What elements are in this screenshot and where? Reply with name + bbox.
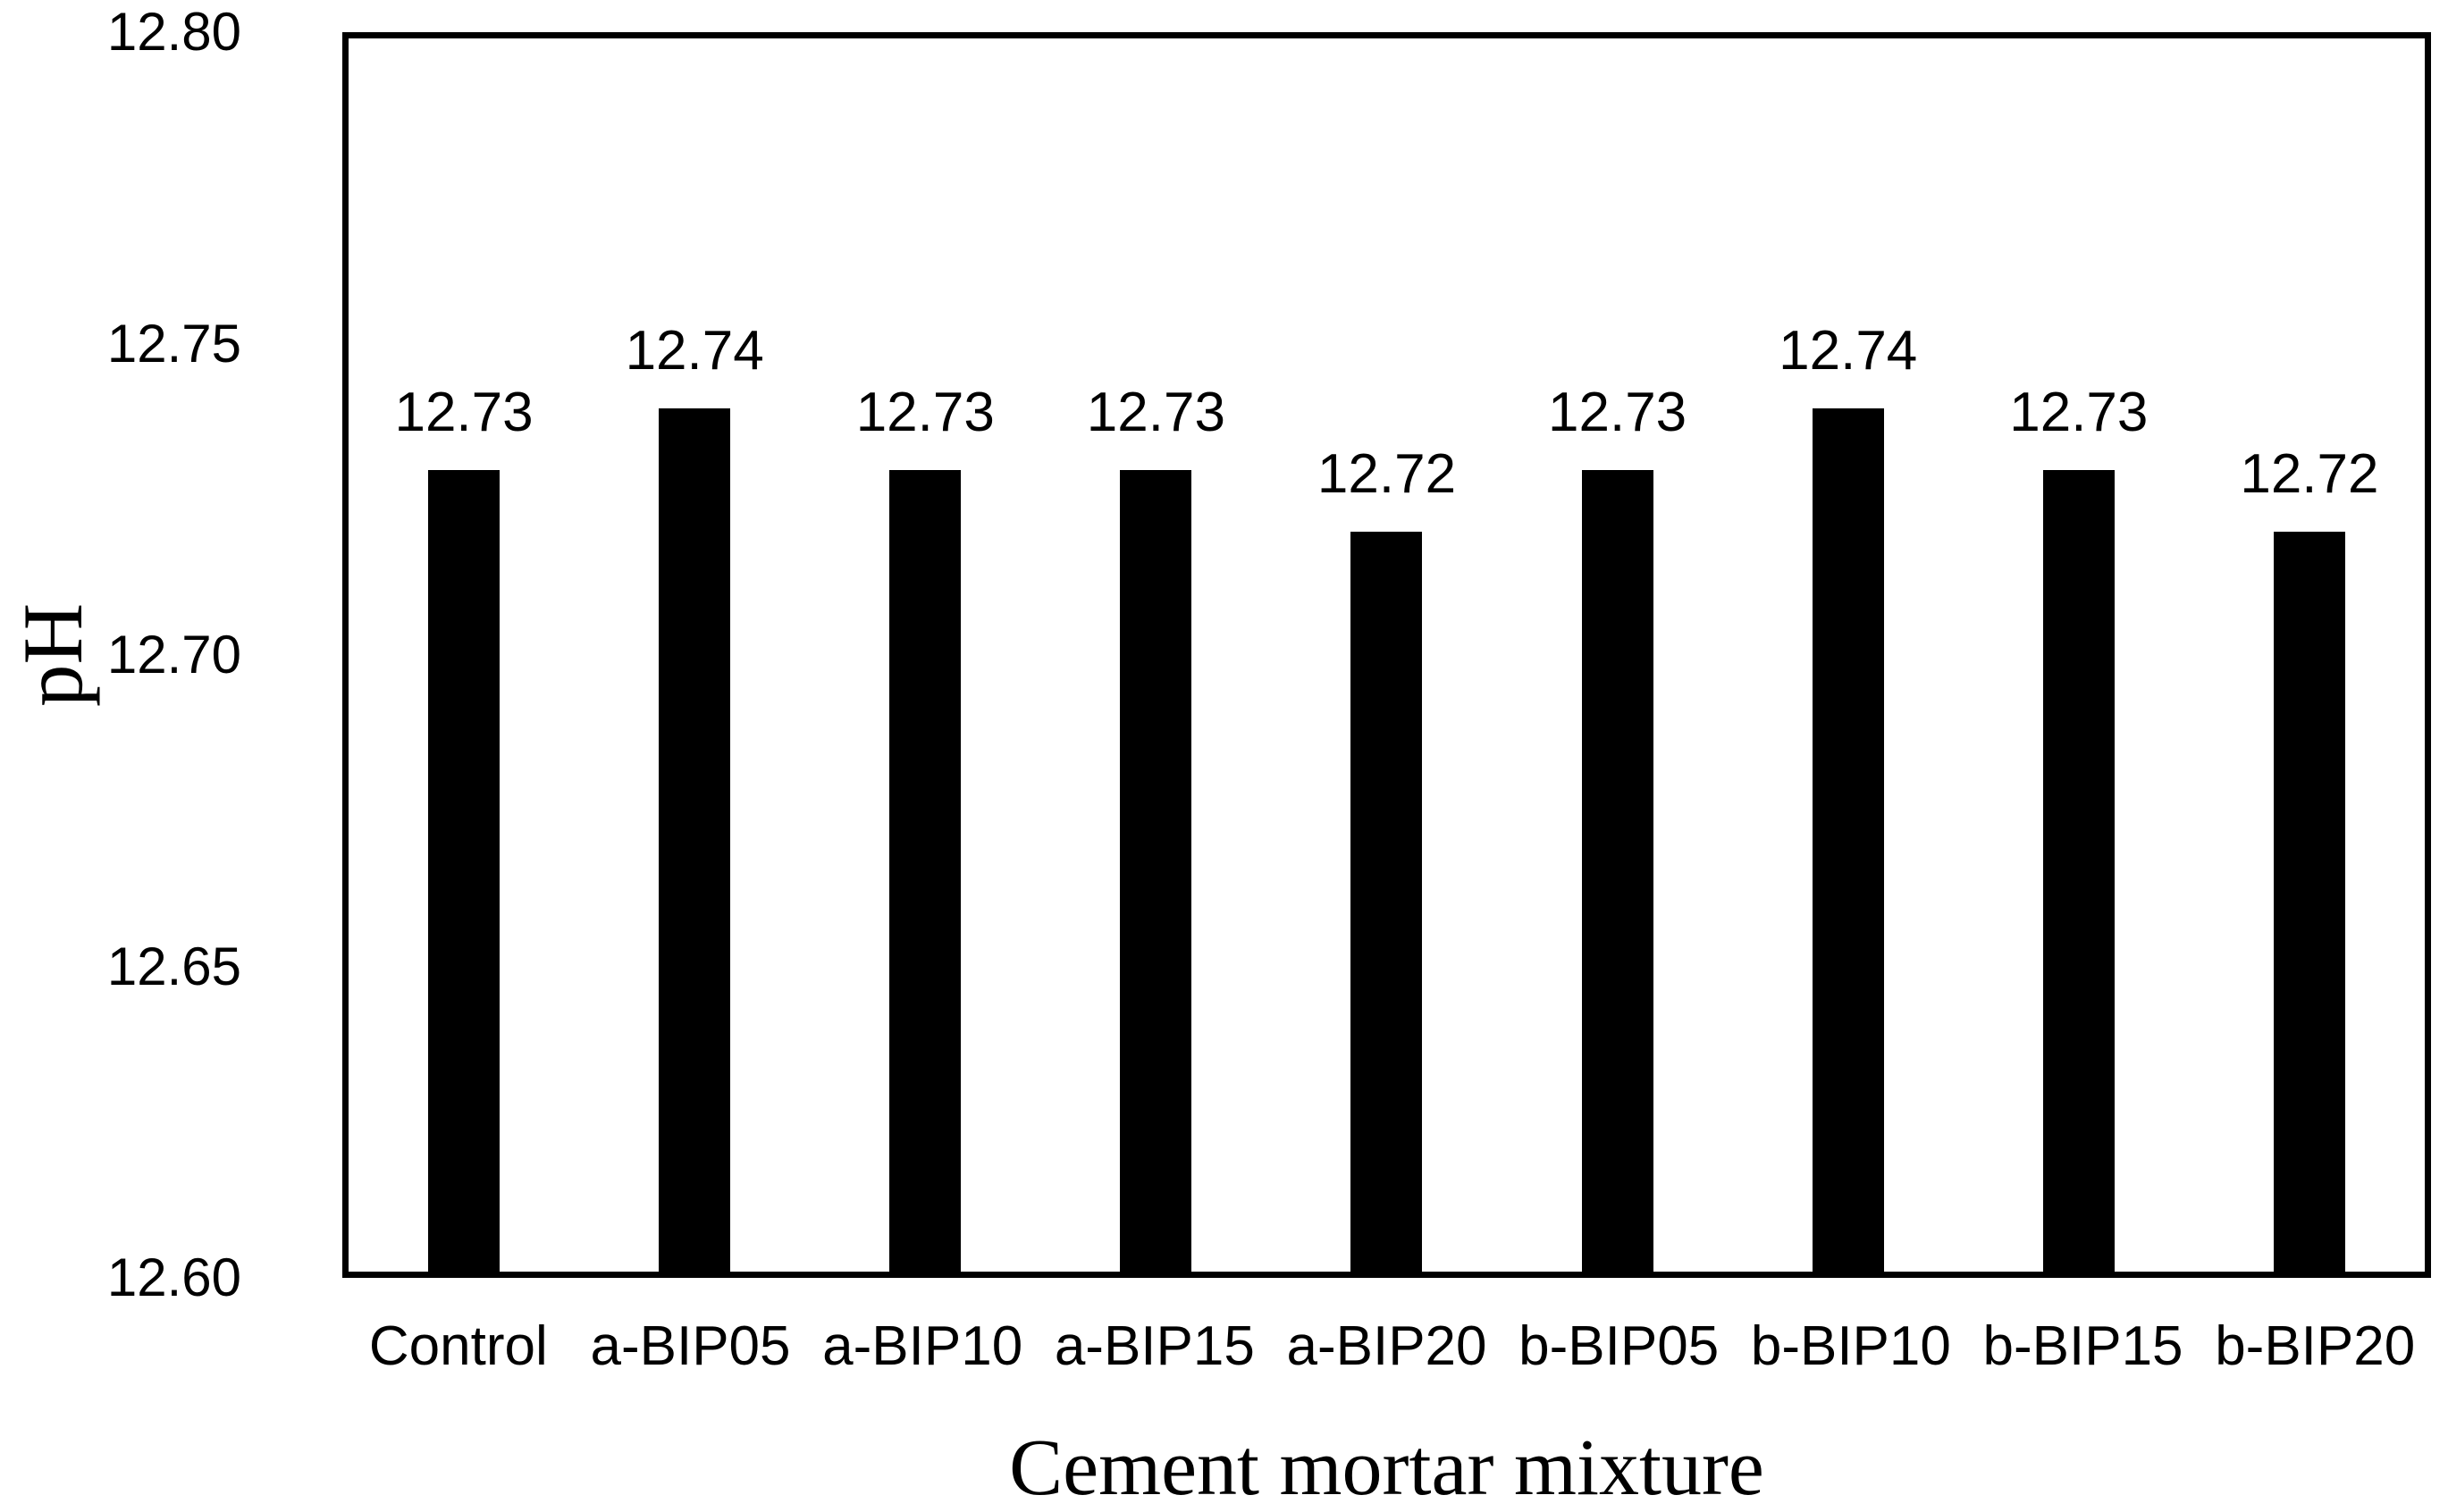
bar-value-label: 12.73 xyxy=(1548,381,1687,443)
y-tick-label: 12.60 xyxy=(106,1247,241,1307)
bar xyxy=(1581,470,1653,1272)
x-axis-title: Cement mortar mixture xyxy=(1009,1424,1764,1512)
bar xyxy=(2042,470,2115,1272)
bar-slot: 12.73 xyxy=(1964,38,2194,1272)
x-axis-tick-labels: Control a-BIP05 a-BIP10 a-BIP15 a-BIP20 … xyxy=(342,1306,2431,1387)
bar-value-label: 12.73 xyxy=(394,381,534,443)
bar-slot: 12.74 xyxy=(579,38,810,1272)
y-tick-label: 12.80 xyxy=(106,2,241,62)
bar-value-label: 12.73 xyxy=(2009,381,2149,443)
x-tick-label: b-BIP10 xyxy=(1750,1315,1951,1377)
bar-slot: 12.73 xyxy=(349,38,579,1272)
bar-slot: 12.72 xyxy=(1271,38,1502,1272)
y-tick-label: 12.65 xyxy=(106,936,241,996)
bar xyxy=(2273,532,2345,1272)
bar xyxy=(1120,470,1192,1272)
x-tick-label: a-BIP05 xyxy=(590,1315,791,1377)
bar xyxy=(659,408,731,1272)
x-tick-label: b-BIP05 xyxy=(1518,1315,1720,1377)
bar xyxy=(889,470,962,1272)
bar-slot: 12.74 xyxy=(1733,38,1964,1272)
bar-slot: 12.73 xyxy=(1040,38,1271,1272)
bar-value-label: 12.74 xyxy=(625,319,764,382)
bar-slot: 12.72 xyxy=(2194,38,2425,1272)
plot-area: 12.73 12.74 12.73 12.73 12.72 12.73 12.7… xyxy=(342,32,2431,1278)
bar xyxy=(1350,532,1423,1272)
x-tick-label: a-BIP10 xyxy=(822,1315,1023,1377)
bar-value-label: 12.72 xyxy=(1317,442,1457,505)
y-tick-label: 12.70 xyxy=(106,625,241,685)
x-tick-label: a-BIP15 xyxy=(1054,1315,1255,1377)
x-tick-label: a-BIP20 xyxy=(1286,1315,1487,1377)
bar-value-label: 12.73 xyxy=(1086,381,1225,443)
x-tick-label: Control xyxy=(368,1315,548,1377)
bar-value-label: 12.74 xyxy=(1779,319,1918,382)
bar-slot: 12.73 xyxy=(1502,38,1733,1272)
bar xyxy=(1812,408,1884,1272)
y-tick-label: 12.75 xyxy=(106,313,241,374)
x-tick-label: b-BIP20 xyxy=(2215,1315,2416,1377)
bar-value-label: 12.73 xyxy=(855,381,995,443)
y-axis-tick-labels: 12.80 12.75 12.70 12.65 12.60 xyxy=(0,5,241,1305)
x-axis-title-box: Cement mortar mixture xyxy=(342,1428,2431,1508)
bar-value-label: 12.72 xyxy=(2240,442,2379,505)
bar-slot: 12.73 xyxy=(810,38,1040,1272)
bar xyxy=(428,470,501,1272)
x-tick-label: b-BIP15 xyxy=(1982,1315,2183,1377)
